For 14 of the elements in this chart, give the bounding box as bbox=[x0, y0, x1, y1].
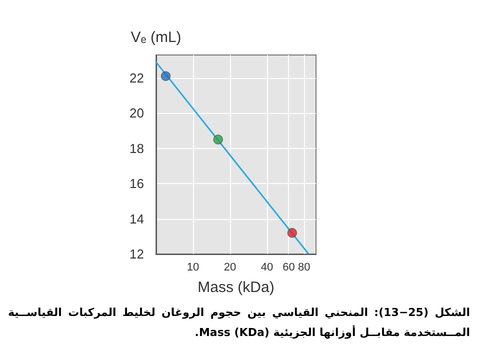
y-tick-label: 20 bbox=[130, 106, 144, 121]
y-tick-label: 22 bbox=[130, 70, 144, 86]
x-axis-title: Mass (kDa) bbox=[198, 279, 274, 296]
x-tick-label: 20 bbox=[224, 262, 236, 274]
y-tick-label: 18 bbox=[130, 140, 144, 156]
x-tick-label: 10 bbox=[186, 262, 200, 274]
text: الشكل (25−13): المنحني القياسي بين حجوم الروغان لخليط المركبات القياســية المــستخدمة مقابــل أوزانها الجزيئية Mass (KDa). bbox=[8, 305, 470, 341]
y-tick-label: 14 bbox=[130, 211, 144, 226]
y-axis-title: Vₑ (mL) bbox=[130, 29, 182, 46]
y-tick-label: 12 bbox=[130, 246, 144, 262]
x-tick-label: 60 bbox=[282, 262, 295, 274]
x-tick-label: 40 bbox=[260, 262, 274, 274]
x-tick-label: 80 bbox=[298, 262, 310, 274]
y-tick-label: 16 bbox=[130, 176, 144, 192]
